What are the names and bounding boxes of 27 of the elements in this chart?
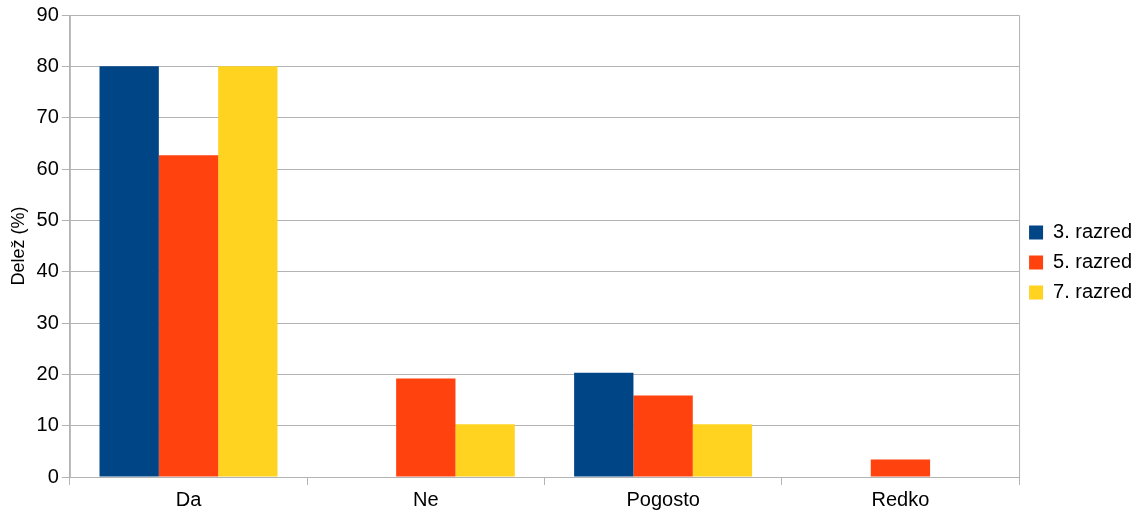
y-tick-label: 90 xyxy=(36,2,59,25)
legend-label: 3. razred xyxy=(1053,220,1133,243)
bar xyxy=(870,459,931,477)
bar xyxy=(158,155,219,477)
y-tick-label: 80 xyxy=(36,53,59,76)
y-tick-label: 60 xyxy=(36,156,59,179)
bar xyxy=(218,66,278,477)
x-tick-label: Pogosto xyxy=(626,487,700,510)
x-tick-label: Ne xyxy=(413,487,439,510)
x-tick-label: Redko xyxy=(871,487,930,510)
bar xyxy=(692,424,753,477)
legend-label: 7. razred xyxy=(1053,280,1133,303)
bar xyxy=(396,378,456,477)
bar xyxy=(574,372,634,477)
y-tick-label: 30 xyxy=(36,310,59,333)
y-tick-label: 70 xyxy=(36,105,59,128)
bar xyxy=(633,395,693,477)
legend-label: 5. razred xyxy=(1053,250,1133,273)
y-axis-title: Delež (%) xyxy=(7,206,28,286)
y-tick-label: 10 xyxy=(36,413,59,436)
y-tick-label: 50 xyxy=(36,207,59,230)
y-tick-label: 20 xyxy=(36,361,59,384)
y-tick-label: 0 xyxy=(47,464,59,487)
bar xyxy=(99,66,159,477)
y-tick-label: 40 xyxy=(36,259,59,282)
x-tick-label: Da xyxy=(175,487,203,510)
bar xyxy=(455,424,515,477)
